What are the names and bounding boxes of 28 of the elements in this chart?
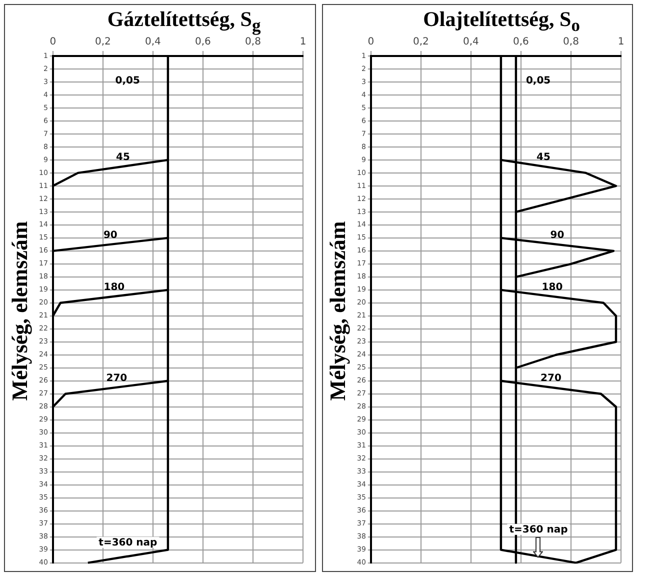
series-label: 180	[104, 282, 125, 293]
x-tick-label: 0,4	[462, 36, 478, 48]
series-label: 270	[106, 372, 128, 384]
x-tick-label: 0,2	[412, 36, 428, 48]
x-tick-label: 0,2	[94, 36, 111, 48]
x-tick-label: 0,4	[144, 36, 161, 48]
series-label: 270	[540, 372, 561, 384]
y-axis-title: Mélység, elemszám	[324, 220, 350, 400]
series-label: t=360 nap	[508, 524, 568, 536]
series-label: 90	[103, 230, 118, 242]
chart-title: Gáztelítettség, S$_{g}$	[106, 6, 262, 36]
x-tick-label: 0	[367, 36, 374, 48]
x-tick-label: 0,6	[195, 36, 211, 48]
x-tick-label: 1	[300, 36, 306, 48]
y-axis-title: Mélység, elemszám	[7, 220, 33, 400]
x-tick-label: 0,8	[245, 36, 261, 48]
x-tick-label: 0,8	[562, 36, 578, 48]
series-label: 90	[550, 230, 564, 242]
x-tick-label: 0	[50, 36, 56, 48]
series-label: 0,05	[525, 76, 550, 87]
series-label: 45	[536, 152, 550, 164]
series-label: t=360 nap	[98, 538, 158, 548]
x-tick-label: 1	[617, 36, 624, 48]
chart-title: Olajtelítettség, S$_{o}$	[422, 6, 581, 36]
text: 0,05	[115, 76, 140, 87]
x-tick-label: 0,6	[512, 36, 528, 48]
series-label: 45	[116, 152, 130, 164]
series-label: 180	[541, 282, 562, 293]
